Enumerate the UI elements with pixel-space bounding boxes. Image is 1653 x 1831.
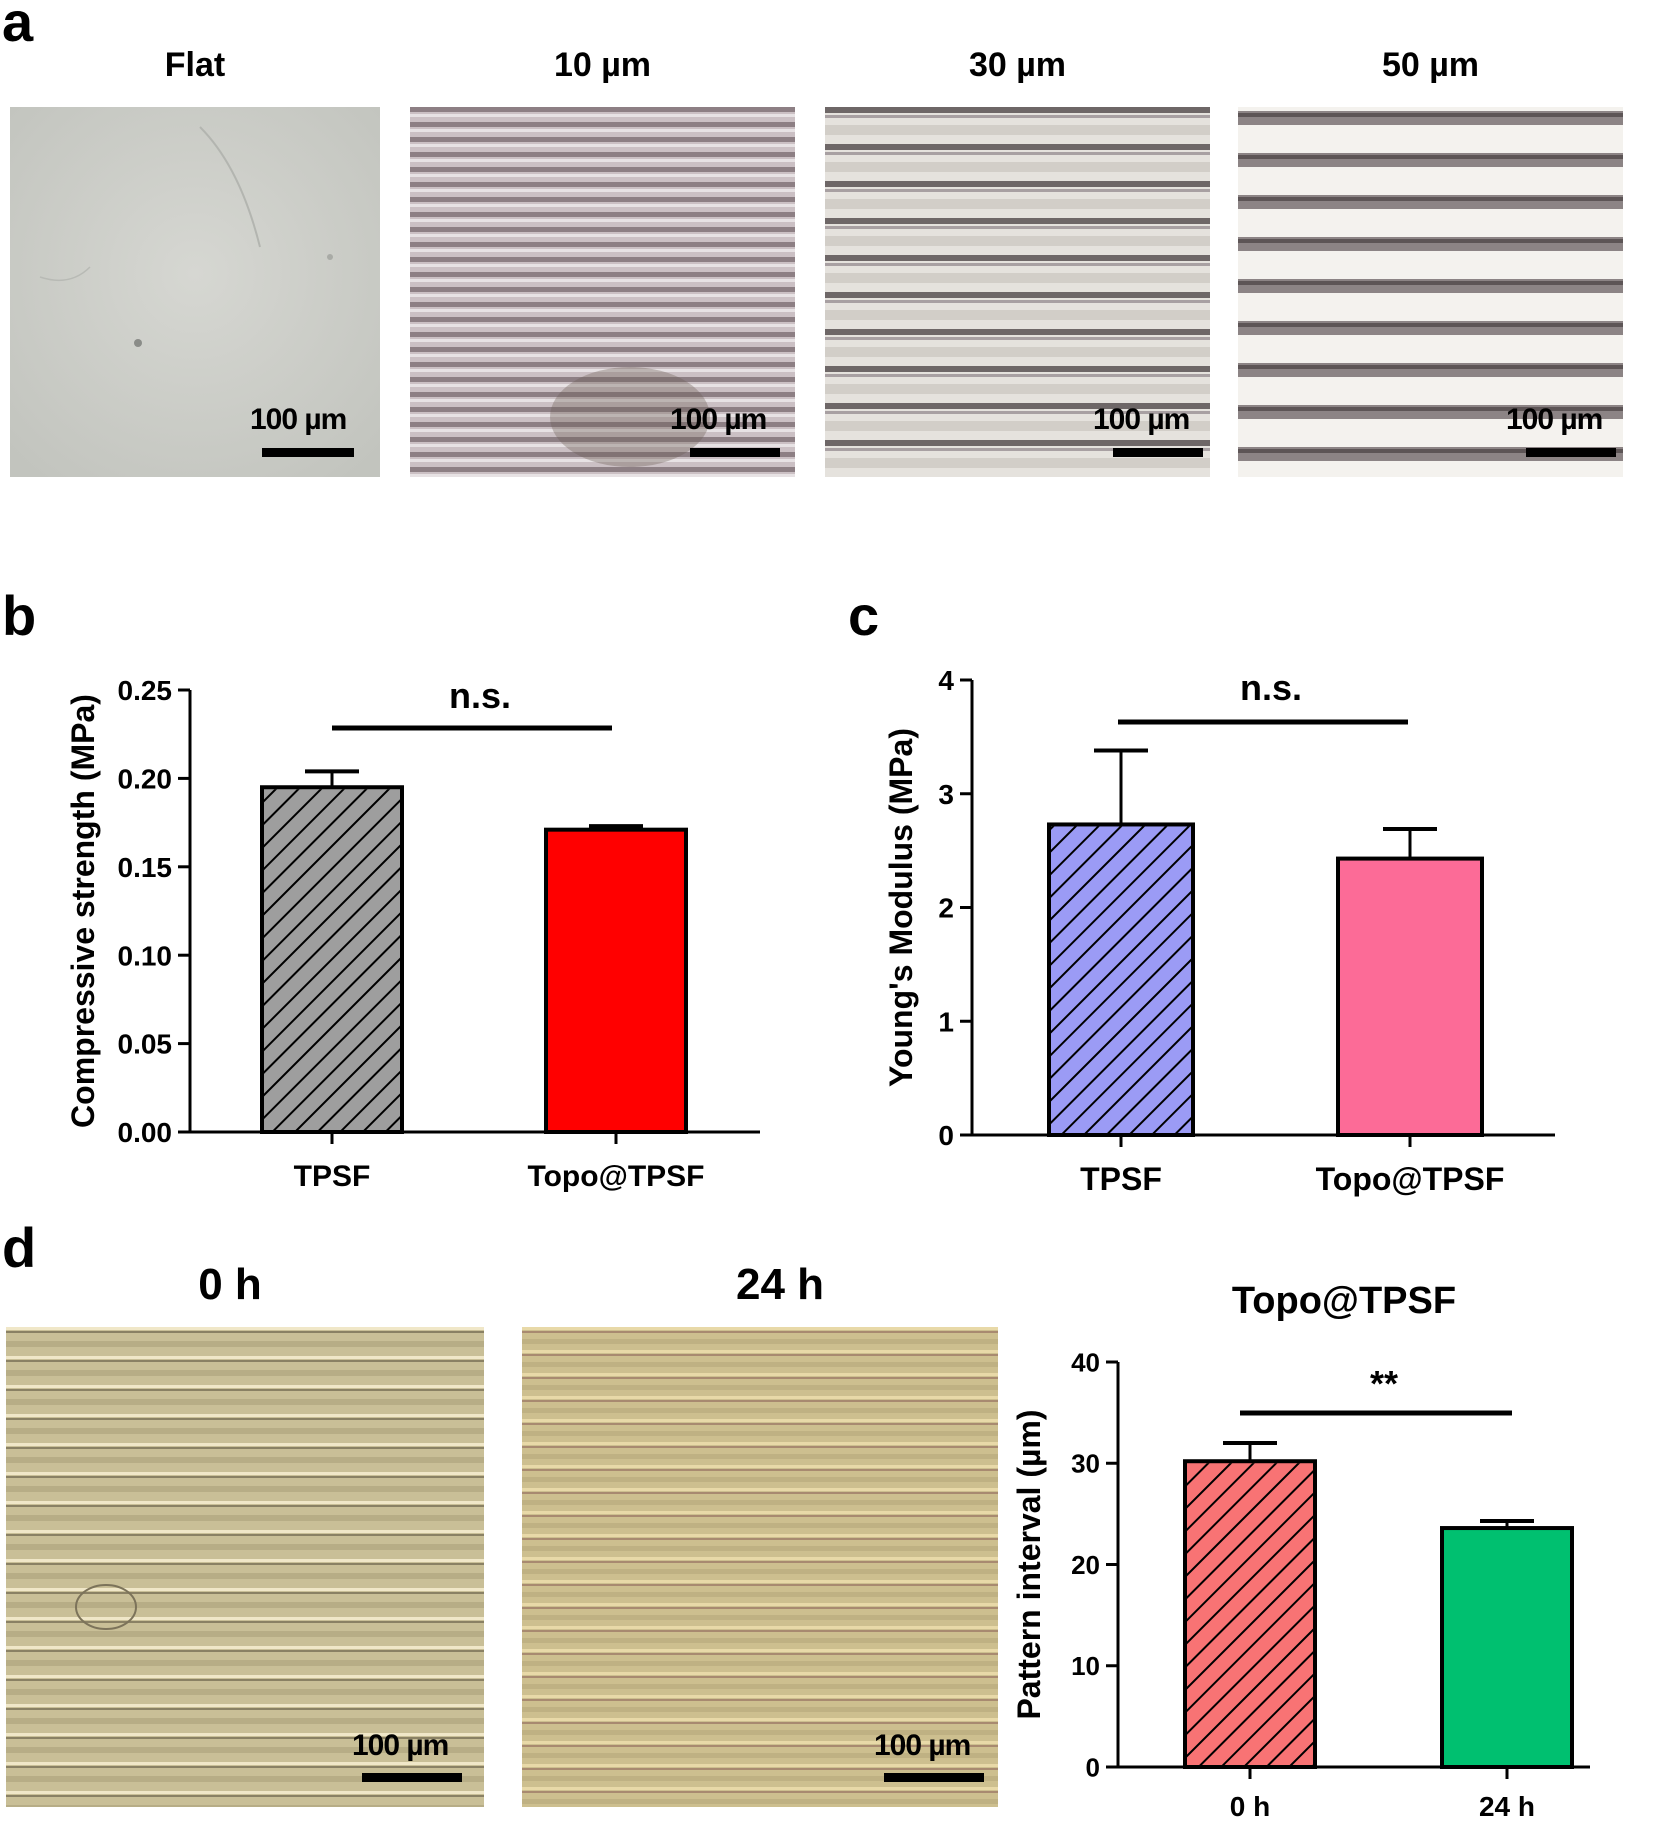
chart-d-y-tick-label: 10: [1071, 1651, 1100, 1681]
chart-d-bar-hatch: [1187, 1463, 1313, 1765]
chart-d-y-tick-label: 20: [1071, 1550, 1100, 1580]
chart-d-y-tick-label: 30: [1071, 1449, 1100, 1479]
scalebar: [362, 1773, 462, 1782]
micrograph-flat: 100 µm: [10, 107, 380, 477]
scalebar: [690, 448, 780, 457]
panel-letter-a: a: [2, 0, 34, 53]
chart-d-category-label: 0 h: [1230, 1791, 1270, 1822]
chart-b-bar-hatch: [264, 789, 400, 1130]
chart-c-y-tick-label: 4: [938, 665, 954, 696]
chart-d-y-tick-label: 40: [1071, 1347, 1100, 1377]
chart-c-y-axis-label: Young's Modulus (MPa): [883, 728, 919, 1087]
micrograph-0h-texture: [6, 1327, 484, 1807]
image-title-24h: 24 h: [735, 1260, 825, 1309]
image-title-10um: 10 µm: [553, 46, 652, 84]
scalebar: [884, 1773, 984, 1782]
micrograph-50um-texture: [1238, 107, 1623, 477]
chart-d-title: Topo@TPSF: [1232, 1280, 1456, 1322]
chart-b-y-tick-label: 0.05: [118, 1029, 173, 1060]
chart-c-bar: [1336, 856, 1484, 1138]
micrograph-30um-texture: [825, 107, 1210, 477]
micrograph-24h: 100 µm: [522, 1327, 998, 1807]
micrograph-24h-texture: [522, 1327, 998, 1807]
scalebar-label: 100 µm: [1506, 403, 1603, 436]
panel-letter-b: b: [2, 584, 37, 647]
scalebar-label: 100 µm: [670, 403, 767, 436]
image-title-0h: 0 h: [198, 1260, 262, 1309]
chart-c-y-tick-label: 0: [938, 1120, 954, 1151]
scalebar-label: 100 µm: [250, 403, 347, 436]
chart-d-significance-label: **: [1370, 1363, 1398, 1404]
micrograph-flat-texture: [10, 107, 380, 477]
chart-c-y-tick-label: 3: [938, 779, 954, 810]
chart-b-y-axis-label: Compressive strength (MPa): [65, 694, 101, 1128]
micrograph-30um: 100 µm: [825, 107, 1210, 477]
panel-letter-c: c: [848, 584, 880, 647]
chart-c-bar-hatch: [1051, 826, 1191, 1133]
micrograph-50um: 100 µm: [1238, 107, 1623, 477]
chart-b-y-tick-label: 0.10: [118, 940, 173, 971]
chart-d-bar: [1440, 1526, 1574, 1770]
chart-b-bar: [544, 827, 688, 1134]
chart-d-y-tick-label: 0: [1086, 1752, 1100, 1782]
chart-b-y-tick-label: 0.15: [118, 852, 173, 883]
chart-c-category-label: Topo@TPSF: [1316, 1161, 1505, 1197]
chart-c-y-tick-label: 1: [938, 1006, 954, 1037]
image-title-30um: 30 µm: [968, 46, 1067, 84]
panel-letter-d: d: [2, 1216, 37, 1279]
micrograph-10um: 100 µm: [410, 107, 795, 477]
image-title-flat: Flat: [164, 46, 226, 84]
scalebar-label: 100 µm: [874, 1729, 971, 1762]
chart-c-significance-label: n.s.: [1240, 667, 1302, 708]
chart-d-y-axis-label: Pattern interval (µm): [1011, 1409, 1047, 1719]
scalebar-label: 100 µm: [1093, 403, 1190, 436]
image-title-50um: 50 µm: [1381, 46, 1480, 84]
chart-d-category-label: 24 h: [1479, 1791, 1535, 1822]
chart-b-y-tick-label: 0.20: [118, 763, 173, 794]
chart-b-significance-label: n.s.: [449, 675, 511, 716]
scalebar: [1113, 448, 1203, 457]
scalebar: [1526, 448, 1616, 457]
chart-b-y-tick-label: 0.25: [118, 675, 173, 706]
micrograph-0h: 100 µm: [6, 1327, 484, 1807]
chart-b-y-tick-label: 0.00: [118, 1117, 173, 1148]
micrograph-10um-texture: [410, 107, 795, 477]
chart-c-y-tick-label: 2: [938, 893, 954, 924]
chart-b-category-label: TPSF: [294, 1160, 371, 1193]
scalebar: [262, 448, 354, 457]
chart-c-category-label: TPSF: [1080, 1161, 1162, 1197]
chart-b-category-label: Topo@TPSF: [528, 1160, 705, 1193]
scalebar-label: 100 µm: [352, 1729, 449, 1762]
